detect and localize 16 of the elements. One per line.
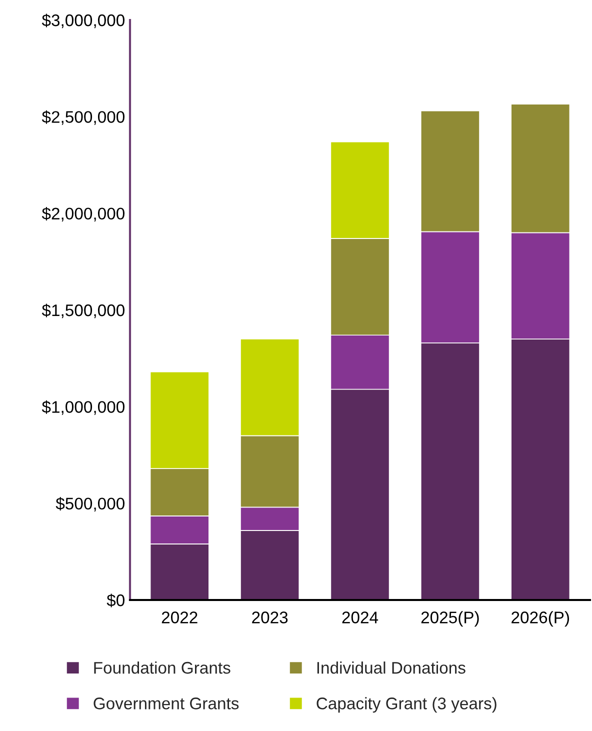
y-tick-label: $500,000 <box>56 497 124 512</box>
legend-label: Capacity Grant (3 years) <box>316 697 496 713</box>
y-tick-label: $1,500,000 <box>42 304 124 318</box>
x-tick-label: 2026(P) <box>512 611 570 627</box>
legend-label: Individual Donations <box>317 661 466 674</box>
y-tick-label: $0 <box>106 594 124 608</box>
x-tick-label: 2022 <box>162 612 198 624</box>
x-tick-label: 2023 <box>252 612 288 624</box>
y-tick-label: $3,000,000 <box>42 14 124 28</box>
legend-label: Government Grants <box>94 698 239 710</box>
y-tick-label: $2,500,000 <box>42 110 124 125</box>
legend-label: Foundation Grants <box>94 661 230 674</box>
y-tick-label: $1,000,000 <box>42 400 124 415</box>
x-tick-label: 2024 <box>342 612 378 624</box>
y-tick-label: $2,000,000 <box>42 207 124 222</box>
x-tick-label: 2025(P) <box>421 611 479 627</box>
